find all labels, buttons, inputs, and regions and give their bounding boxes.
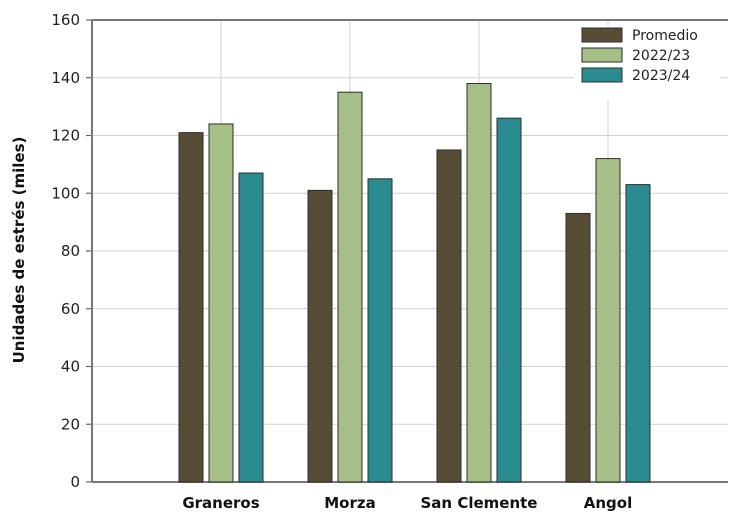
y-tick-label: 160 bbox=[51, 11, 80, 29]
legend-label: 2023/24 bbox=[632, 68, 690, 84]
y-tick-label: 0 bbox=[70, 473, 80, 491]
bar-2022-23-graneros bbox=[208, 123, 234, 483]
legend-swatch bbox=[581, 67, 623, 83]
y-tick-label: 80 bbox=[61, 242, 80, 260]
bar-promedio-angol bbox=[565, 212, 591, 483]
bar-promedio-graneros bbox=[178, 132, 204, 483]
y-tick-label: 120 bbox=[51, 127, 80, 145]
y-tick-label: 20 bbox=[61, 415, 80, 433]
legend: Promedio 2022/23 2023/24 bbox=[574, 26, 720, 100]
bar-promedio-san-clemente bbox=[436, 149, 462, 483]
bar-2023-24-san-clemente bbox=[496, 117, 522, 483]
labels: 0 20 40 60 80 100 120 140 160 Graneros Morza San Cl… bbox=[51, 11, 632, 512]
bar-2022-23-san-clemente bbox=[466, 83, 492, 483]
bar-2023-24-angol bbox=[625, 184, 651, 483]
legend-swatch bbox=[581, 27, 623, 43]
y-tick-label: 100 bbox=[51, 184, 80, 202]
x-category-label: Morza bbox=[324, 494, 375, 512]
y-tick-label: 40 bbox=[61, 358, 80, 376]
bar-2022-23-morza bbox=[337, 91, 363, 483]
y-axis-label: Unidades de estrés (miles) bbox=[10, 137, 28, 364]
legend-label: Promedio bbox=[632, 28, 698, 44]
bars bbox=[178, 83, 651, 483]
bar-2023-24-graneros bbox=[238, 172, 264, 483]
legend-swatch bbox=[581, 47, 623, 63]
x-category-label: Graneros bbox=[182, 494, 259, 512]
y-tick-label: 60 bbox=[61, 300, 80, 318]
legend-label: 2022/23 bbox=[632, 48, 690, 64]
y-tick-label: 140 bbox=[51, 69, 80, 87]
bar-2023-24-morza bbox=[367, 178, 393, 483]
bar-2022-23-angol bbox=[595, 158, 621, 483]
x-category-label: San Clemente bbox=[421, 494, 538, 512]
bar-promedio-morza bbox=[307, 189, 333, 483]
x-category-label: Angol bbox=[584, 494, 632, 512]
